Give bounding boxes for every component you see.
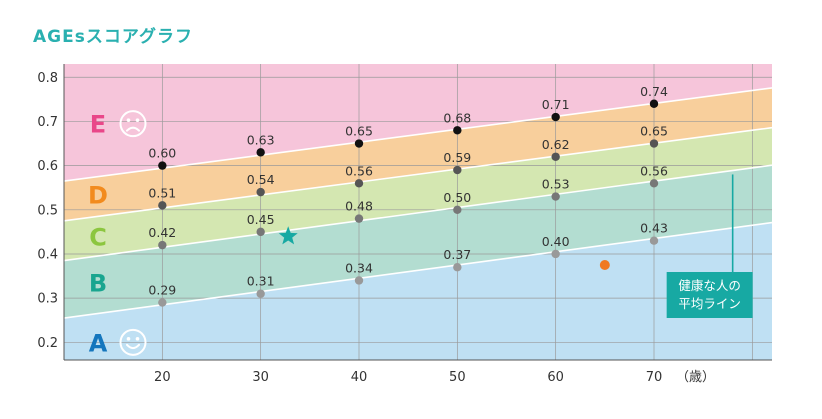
data-point xyxy=(354,276,364,285)
y-tick-label: 0.6 xyxy=(37,159,58,174)
data-point xyxy=(354,139,364,148)
data-label: 0.34 xyxy=(345,260,373,275)
data-point xyxy=(354,179,364,188)
data-label: 0.65 xyxy=(345,124,373,139)
data-point xyxy=(551,152,560,161)
zone-letter-b: B xyxy=(89,270,107,298)
data-point xyxy=(649,236,659,245)
data-label: 0.74 xyxy=(640,84,668,99)
zone-letter-d: D xyxy=(88,181,108,209)
data-label: 0.65 xyxy=(640,124,668,139)
data-point xyxy=(453,126,462,135)
data-point xyxy=(158,298,167,307)
data-label: 0.43 xyxy=(640,221,668,236)
zone-e-band xyxy=(64,64,772,182)
orange-marker xyxy=(599,260,610,271)
data-label: 0.40 xyxy=(542,234,570,249)
zone-letter-e: E xyxy=(90,111,106,139)
data-label: 0.68 xyxy=(443,110,471,125)
data-point xyxy=(256,227,265,237)
data-label: 0.56 xyxy=(345,163,373,178)
data-label: 0.60 xyxy=(148,146,176,161)
data-point xyxy=(453,205,462,214)
data-point xyxy=(158,161,167,170)
data-point xyxy=(158,201,167,210)
data-point xyxy=(649,99,659,108)
x-tick-label: 30 xyxy=(252,370,269,385)
data-point xyxy=(551,112,560,122)
callout-text: 健康な人の xyxy=(678,278,741,293)
zone-c-band xyxy=(64,127,772,261)
data-label: 0.48 xyxy=(345,199,373,214)
data-point xyxy=(354,214,364,223)
data-point xyxy=(453,165,462,175)
y-tick-label: 0.4 xyxy=(37,247,58,262)
data-label: 0.56 xyxy=(640,163,668,178)
data-label: 0.51 xyxy=(148,185,176,200)
x-tick-label: 50 xyxy=(449,370,466,385)
data-point xyxy=(649,139,659,148)
data-label: 0.53 xyxy=(542,177,570,192)
data-label: 0.42 xyxy=(148,225,176,240)
data-label: 0.50 xyxy=(443,190,471,205)
data-point xyxy=(453,263,462,272)
data-point xyxy=(256,187,265,197)
data-label: 0.59 xyxy=(443,150,471,165)
zone-letter-c: C xyxy=(89,223,107,251)
x-tick-label: 60 xyxy=(547,370,564,385)
data-point xyxy=(551,249,560,259)
data-label: 0.71 xyxy=(542,97,570,112)
data-label: 0.63 xyxy=(247,132,275,147)
zone-b-band xyxy=(64,165,772,319)
data-point xyxy=(158,240,167,250)
data-label: 0.54 xyxy=(247,172,275,187)
callout-box xyxy=(666,272,753,318)
callout-text: 平均ライン xyxy=(678,296,741,311)
y-tick-label: 0.2 xyxy=(37,336,58,351)
y-tick-label: 0.8 xyxy=(37,71,58,86)
zone-letter-a: A xyxy=(89,329,108,357)
frown-icon xyxy=(119,110,147,138)
data-point xyxy=(256,148,265,157)
data-point xyxy=(649,179,659,188)
y-tick-label: 0.5 xyxy=(37,203,58,218)
data-label: 0.29 xyxy=(148,283,176,298)
x-tick-label: 70 xyxy=(646,370,663,385)
data-point xyxy=(551,192,560,201)
smile-icon xyxy=(119,328,147,356)
star-marker xyxy=(278,226,298,245)
data-point xyxy=(256,289,265,298)
data-label: 0.62 xyxy=(542,137,570,152)
chart-title: AGEsスコアグラフ xyxy=(33,27,193,47)
data-label: 0.37 xyxy=(443,247,471,262)
y-tick-label: 0.7 xyxy=(37,115,58,130)
x-tick-label: 40 xyxy=(351,370,368,385)
data-label: 0.31 xyxy=(247,274,275,289)
x-tick-label: 20 xyxy=(154,370,171,385)
y-tick-label: 0.3 xyxy=(37,292,58,307)
data-label: 0.45 xyxy=(247,212,275,227)
zone-a-band xyxy=(64,222,772,360)
x-unit-label: （歳） xyxy=(676,370,715,385)
